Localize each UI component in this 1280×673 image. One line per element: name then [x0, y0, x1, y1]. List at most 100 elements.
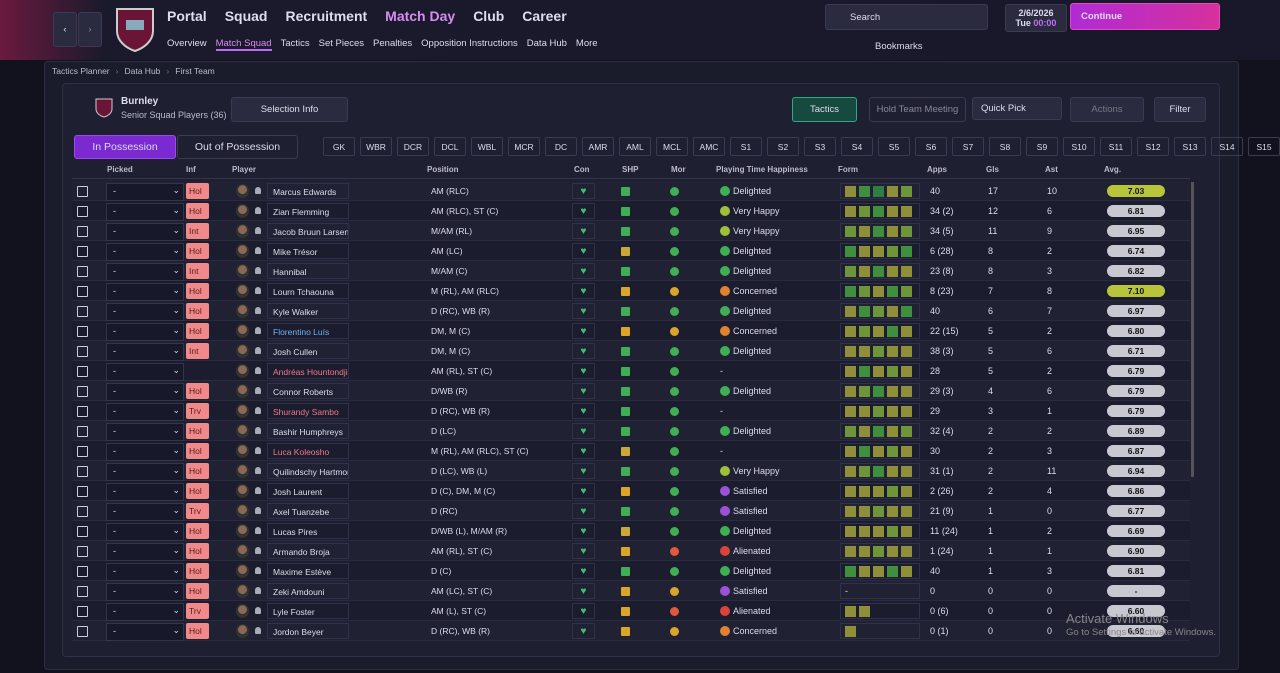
checkbox[interactable] — [77, 306, 88, 317]
checkbox[interactable] — [77, 446, 88, 457]
checkbox[interactable] — [77, 406, 88, 417]
position-button[interactable]: S12 — [1137, 137, 1169, 156]
checkbox[interactable] — [77, 566, 88, 577]
checkbox[interactable] — [77, 366, 88, 377]
checkbox[interactable] — [77, 526, 88, 537]
continue[interactable]: Continue — [1070, 3, 1220, 30]
position-button[interactable]: S4 — [841, 137, 873, 156]
picked-select[interactable]: - ⌄ — [106, 583, 184, 601]
checkbox[interactable] — [77, 226, 88, 237]
nav-item[interactable]: Career — [522, 8, 567, 24]
position-button[interactable]: MCR — [508, 137, 540, 156]
back[interactable]: ‹ — [53, 12, 77, 47]
checkbox[interactable] — [77, 386, 88, 397]
selection-info[interactable]: Selection Info — [231, 97, 348, 122]
position-button[interactable]: S11 — [1100, 137, 1132, 156]
quick-pick[interactable]: Quick Pick — [972, 97, 1062, 120]
position-button[interactable]: WBR — [360, 137, 392, 156]
position-button[interactable]: S9 — [1026, 137, 1058, 156]
nav-item[interactable]: Match Day — [385, 8, 456, 24]
sub-nav-item[interactable]: Opposition Instructions — [421, 38, 518, 49]
picked-select[interactable]: - ⌄ — [106, 443, 184, 461]
bookmarks[interactable]: Bookmarks — [875, 41, 923, 52]
position-button[interactable]: GK — [323, 137, 355, 156]
nav-item[interactable]: Squad — [224, 8, 268, 24]
checkbox[interactable] — [77, 286, 88, 297]
position-button[interactable]: S7 — [952, 137, 984, 156]
picked-select[interactable]: - ⌄ — [106, 183, 184, 201]
picked-select[interactable]: - ⌄ — [106, 463, 184, 481]
search[interactable]: Search — [825, 4, 988, 30]
sub-nav-item[interactable]: Match Squad — [215, 38, 272, 51]
position-button[interactable]: S1 — [730, 137, 762, 156]
picked-select[interactable]: - ⌄ — [106, 403, 184, 421]
position-button[interactable]: S8 — [989, 137, 1021, 156]
position-button[interactable]: S2 — [767, 137, 799, 156]
nav-item[interactable]: Portal — [167, 8, 207, 24]
position-button[interactable]: DCL — [434, 137, 466, 156]
happiness-text: Satisfied — [733, 586, 768, 596]
sub-nav-item[interactable]: Data Hub — [526, 38, 567, 49]
picked-select[interactable]: - ⌄ — [106, 503, 184, 521]
tab-in-possession[interactable]: In Possession — [74, 135, 176, 159]
position-button[interactable]: DCR — [397, 137, 429, 156]
picked-select[interactable]: - ⌄ — [106, 623, 184, 641]
checkbox[interactable] — [77, 206, 88, 217]
checkbox[interactable] — [77, 266, 88, 277]
checkbox[interactable] — [77, 186, 88, 197]
sub-nav-item[interactable]: More — [575, 38, 598, 49]
picked-select[interactable]: - ⌄ — [106, 483, 184, 501]
sub-nav-item[interactable]: Tactics — [280, 38, 310, 49]
checkbox[interactable] — [77, 586, 88, 597]
checkbox[interactable] — [77, 346, 88, 357]
filter[interactable]: Filter — [1154, 97, 1206, 122]
picked-select[interactable]: - ⌄ — [106, 383, 184, 401]
picked-select[interactable]: - ⌄ — [106, 323, 184, 341]
checkbox[interactable] — [77, 426, 88, 437]
picked-select[interactable]: - ⌄ — [106, 303, 184, 321]
sub-nav-item[interactable]: Penalties — [373, 38, 413, 49]
picked-select[interactable]: - ⌄ — [106, 203, 184, 221]
forward[interactable]: › — [78, 12, 102, 47]
position-button[interactable]: DC — [545, 137, 577, 156]
checkbox[interactable] — [77, 486, 88, 497]
position-button[interactable]: MCL — [656, 137, 688, 156]
picked-select[interactable]: - ⌄ — [106, 363, 184, 381]
nav-item[interactable]: Club — [473, 8, 505, 24]
picked-select[interactable]: - ⌄ — [106, 563, 184, 581]
position-button[interactable]: S3 — [804, 137, 836, 156]
position-button[interactable]: AML — [619, 137, 651, 156]
actions[interactable]: Actions — [1070, 97, 1144, 122]
picked-select[interactable]: - ⌄ — [106, 283, 184, 301]
nav-item[interactable]: Recruitment — [285, 8, 368, 24]
position-button[interactable]: S6 — [915, 137, 947, 156]
position-button[interactable]: AMC — [693, 137, 725, 156]
checkbox[interactable] — [77, 626, 88, 637]
checkbox[interactable] — [77, 246, 88, 257]
picked-select[interactable]: - ⌄ — [106, 223, 184, 241]
picked-select[interactable]: - ⌄ — [106, 243, 184, 261]
position-button[interactable]: AMR — [582, 137, 614, 156]
picked-select[interactable]: - ⌄ — [106, 423, 184, 441]
picked-select[interactable]: - ⌄ — [106, 343, 184, 361]
tactics-button[interactable]: Tactics — [792, 97, 857, 122]
checkbox[interactable] — [77, 326, 88, 337]
team-meeting[interactable]: Hold Team Meeting — [869, 97, 966, 122]
position-button[interactable]: S10 — [1063, 137, 1095, 156]
position-button[interactable]: S5 — [878, 137, 910, 156]
picked-select[interactable]: - ⌄ — [106, 603, 184, 621]
checkbox[interactable] — [77, 466, 88, 477]
checkbox[interactable] — [77, 606, 88, 617]
position-button[interactable]: S14 — [1211, 137, 1243, 156]
checkbox[interactable] — [77, 546, 88, 557]
picked-select[interactable]: - ⌄ — [106, 523, 184, 541]
position-button[interactable]: S13 — [1174, 137, 1206, 156]
position-button[interactable]: S15 — [1248, 137, 1280, 156]
picked-select[interactable]: - ⌄ — [106, 543, 184, 561]
sub-nav-item[interactable]: Set Pieces — [318, 38, 365, 49]
sub-nav-item[interactable]: Overview — [167, 38, 207, 49]
position-button[interactable]: WBL — [471, 137, 503, 156]
checkbox[interactable] — [77, 506, 88, 517]
picked-select[interactable]: - ⌄ — [106, 263, 184, 281]
tab-out-possession[interactable]: Out of Possession — [177, 135, 298, 159]
